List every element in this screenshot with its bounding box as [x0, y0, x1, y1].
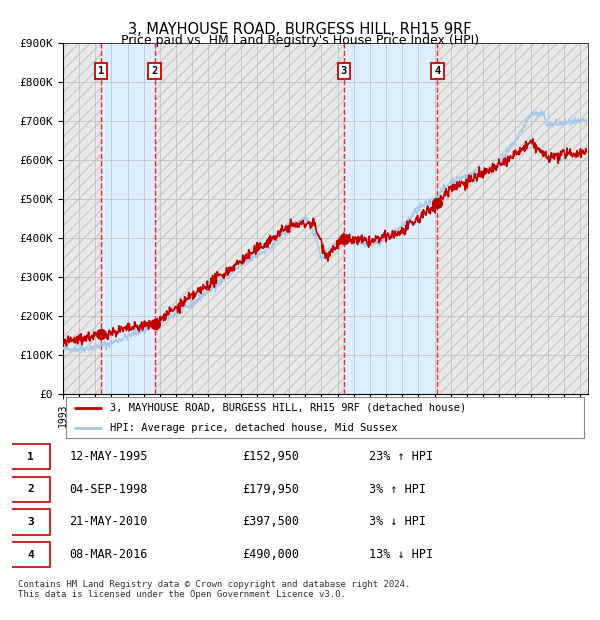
Text: 3, MAYHOUSE ROAD, BURGESS HILL, RH15 9RF (detached house): 3, MAYHOUSE ROAD, BURGESS HILL, RH15 9RF… [110, 402, 467, 413]
FancyBboxPatch shape [11, 477, 50, 502]
Text: 4: 4 [27, 549, 34, 559]
Text: 1: 1 [27, 451, 34, 461]
FancyBboxPatch shape [11, 509, 50, 534]
Text: HPI: Average price, detached house, Mid Sussex: HPI: Average price, detached house, Mid … [110, 423, 398, 433]
Text: 1: 1 [98, 66, 104, 76]
Text: £397,500: £397,500 [242, 515, 299, 528]
FancyBboxPatch shape [65, 397, 584, 438]
FancyBboxPatch shape [11, 542, 50, 567]
Text: 2: 2 [151, 66, 158, 76]
Text: £152,950: £152,950 [242, 450, 299, 463]
Text: 3: 3 [341, 66, 347, 76]
Text: £490,000: £490,000 [242, 548, 299, 561]
Text: 3: 3 [27, 517, 34, 527]
Text: 2: 2 [27, 484, 34, 494]
Text: 3, MAYHOUSE ROAD, BURGESS HILL, RH15 9RF: 3, MAYHOUSE ROAD, BURGESS HILL, RH15 9RF [128, 22, 472, 37]
Text: 3% ↑ HPI: 3% ↑ HPI [369, 483, 426, 495]
Text: 12-MAY-1995: 12-MAY-1995 [70, 450, 148, 463]
Text: Contains HM Land Registry data © Crown copyright and database right 2024.
This d: Contains HM Land Registry data © Crown c… [18, 580, 410, 599]
Text: 04-SEP-1998: 04-SEP-1998 [70, 483, 148, 495]
Bar [101, 43, 155, 394]
Text: 08-MAR-2016: 08-MAR-2016 [70, 548, 148, 561]
Bar [344, 43, 437, 394]
Text: 13% ↓ HPI: 13% ↓ HPI [369, 548, 433, 561]
Text: 3% ↓ HPI: 3% ↓ HPI [369, 515, 426, 528]
Text: 21-MAY-2010: 21-MAY-2010 [70, 515, 148, 528]
Text: £179,950: £179,950 [242, 483, 299, 495]
Text: 23% ↑ HPI: 23% ↑ HPI [369, 450, 433, 463]
Text: Price paid vs. HM Land Registry's House Price Index (HPI): Price paid vs. HM Land Registry's House … [121, 34, 479, 47]
Text: 4: 4 [434, 66, 440, 76]
FancyBboxPatch shape [11, 444, 50, 469]
